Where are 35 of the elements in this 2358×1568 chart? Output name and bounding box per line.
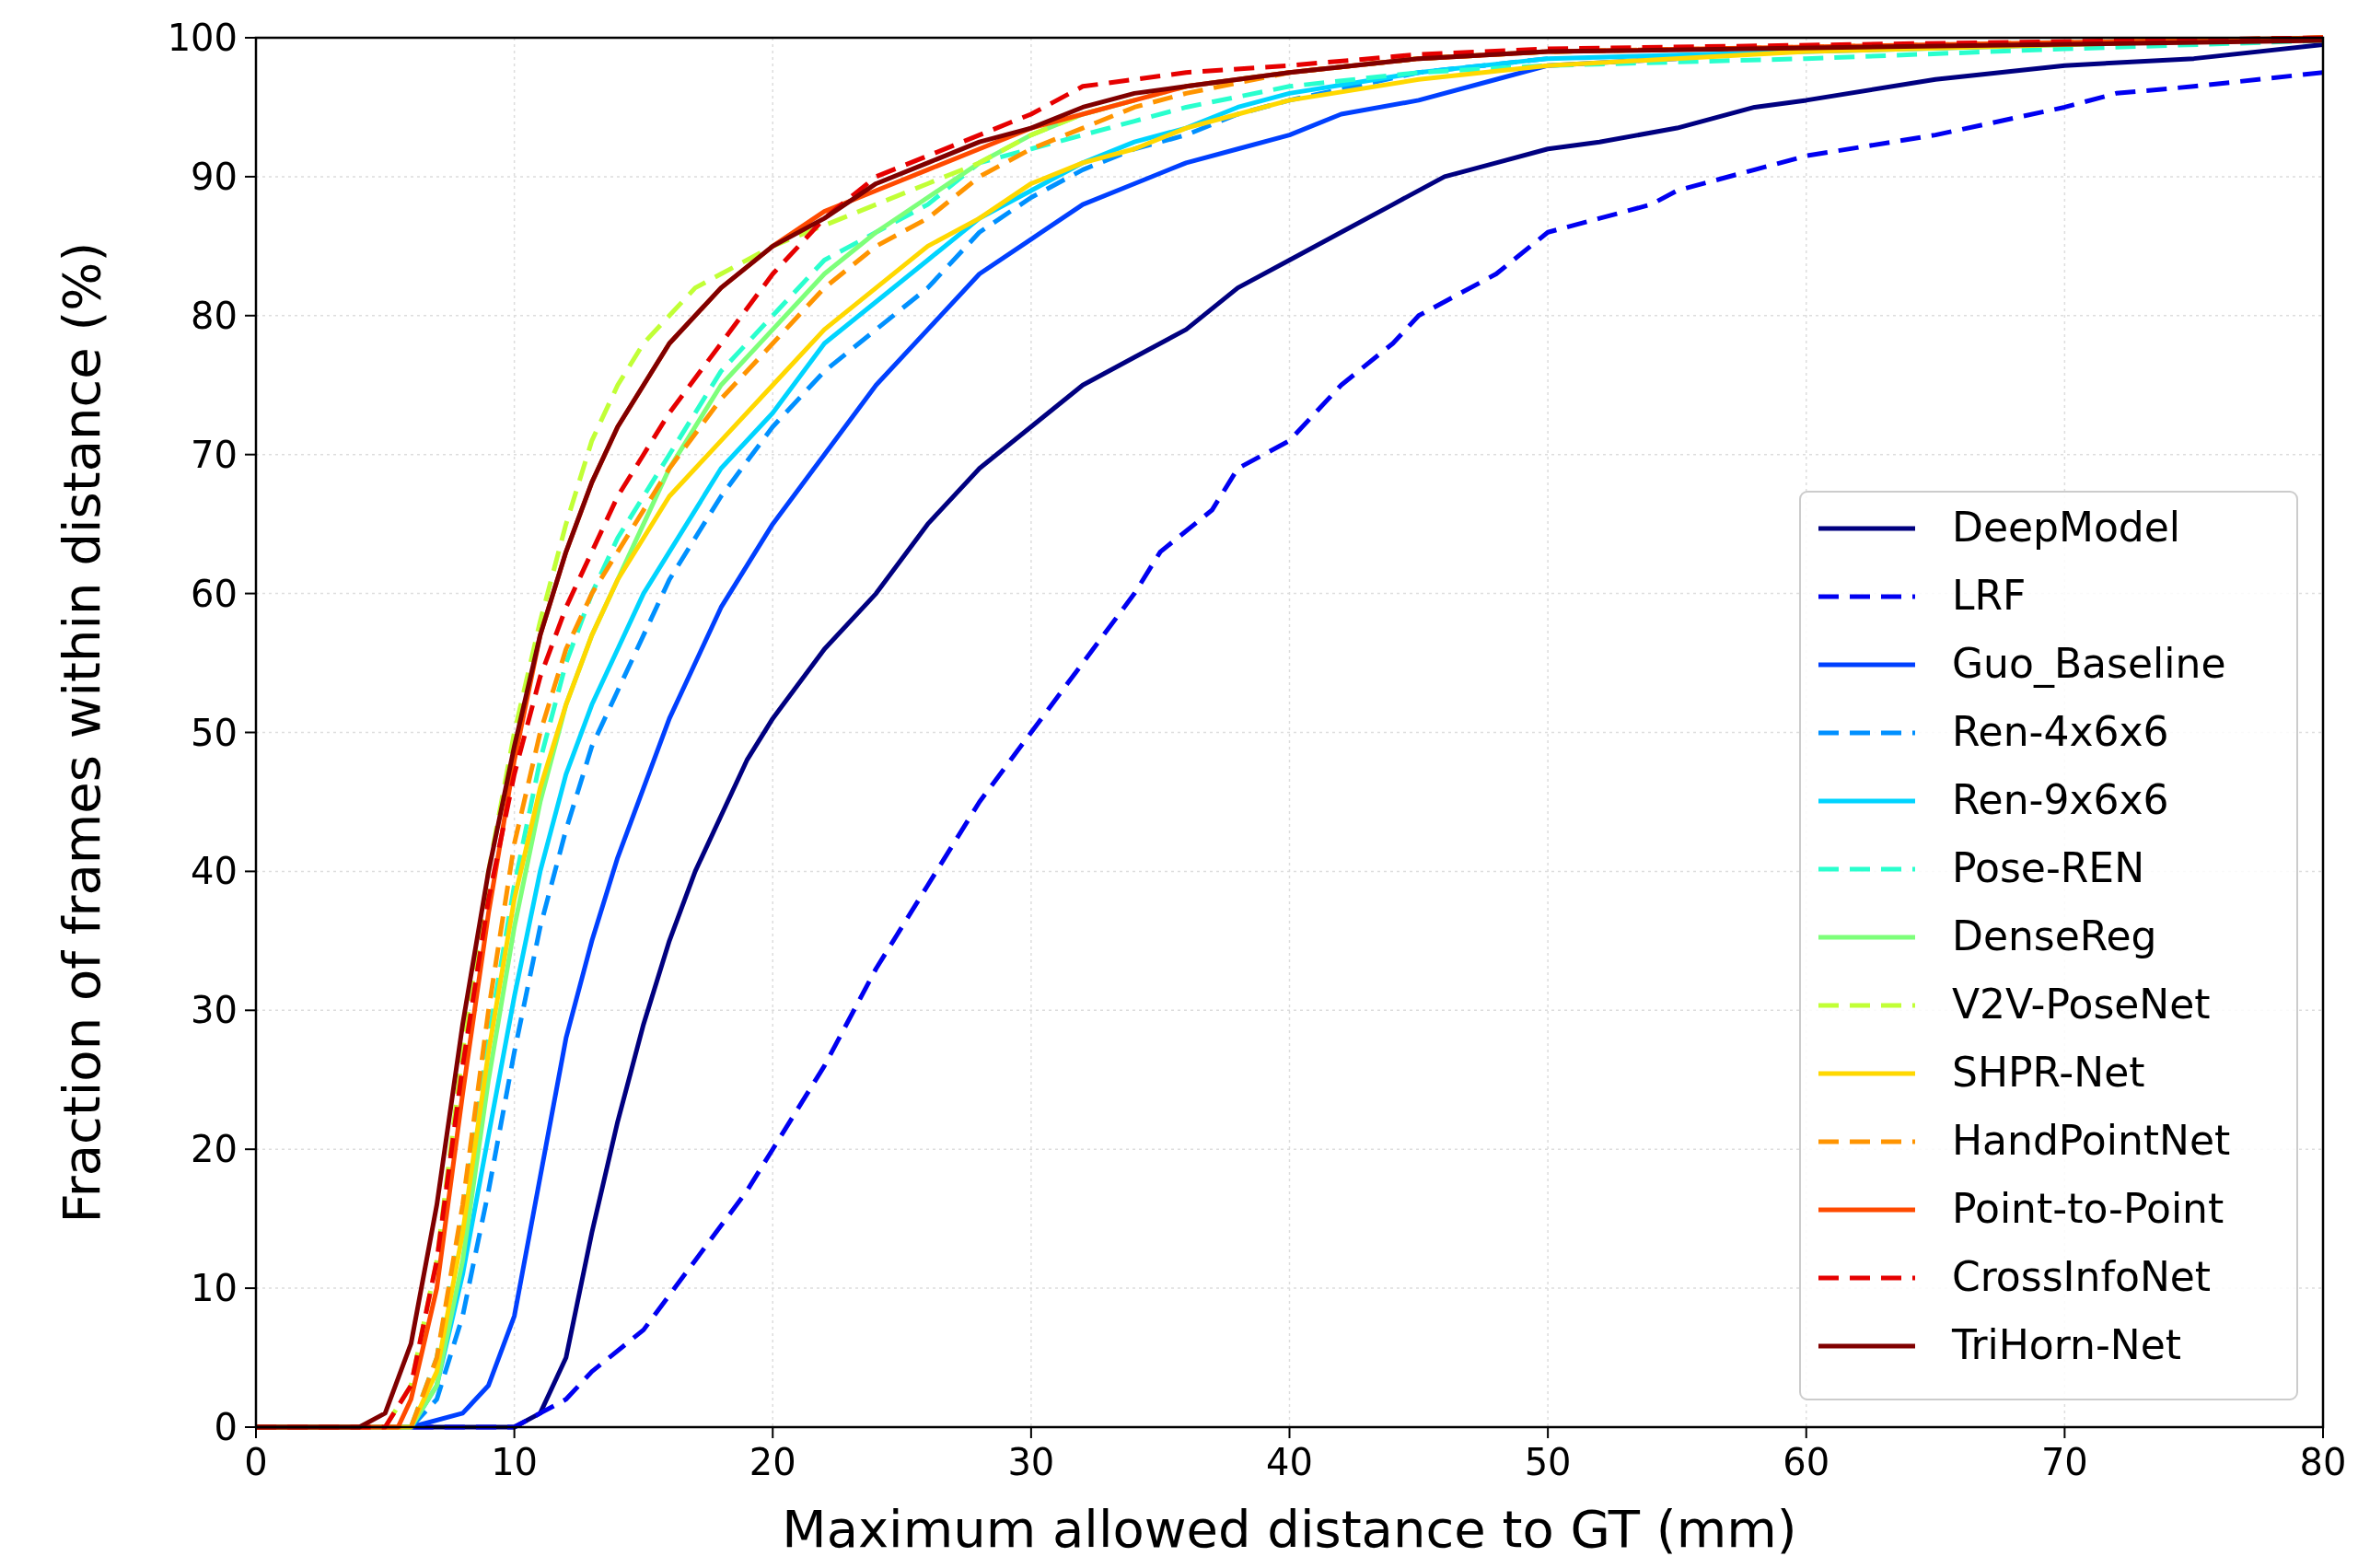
legend-label: Ren-9x6x6	[1952, 776, 2169, 823]
legend-label: Pose-REN	[1952, 844, 2145, 891]
legend-label: Ren-4x6x6	[1952, 708, 2169, 755]
y-axis-title: Fraction of frames within distance (%)	[52, 241, 111, 1224]
x-tick-label: 20	[749, 1441, 796, 1483]
y-tick-label: 70	[191, 433, 238, 476]
y-tick-label: 0	[214, 1406, 238, 1448]
legend-label: SHPR-Net	[1952, 1049, 2145, 1096]
x-tick-label: 60	[1783, 1441, 1830, 1483]
y-tick-label: 20	[191, 1128, 238, 1171]
legend-label: Guo_Baseline	[1952, 640, 2226, 688]
y-tick-label: 10	[191, 1267, 238, 1310]
x-tick-label: 40	[1266, 1441, 1313, 1483]
y-tick-label: 100	[167, 17, 238, 59]
x-tick-label: 30	[1007, 1441, 1055, 1483]
y-tick-label: 40	[191, 850, 238, 893]
x-tick-label: 0	[244, 1441, 268, 1483]
legend-label: HandPointNet	[1952, 1117, 2231, 1164]
y-tick-label: 50	[191, 711, 238, 754]
legend-label: Point-to-Point	[1952, 1185, 2224, 1232]
x-tick-label: 10	[491, 1441, 539, 1483]
x-tick-label: 50	[1524, 1441, 1572, 1483]
legend-label: CrossInfoNet	[1952, 1253, 2212, 1300]
legend-label: DenseReg	[1952, 912, 2157, 959]
y-tick-label: 90	[191, 155, 238, 198]
legend-label: LRF	[1952, 572, 2027, 619]
legend-label: DeepModel	[1952, 504, 2181, 551]
legend-label: TriHorn-Net	[1951, 1321, 2182, 1368]
legend-label: V2V-PoseNet	[1952, 981, 2211, 1028]
y-tick-label: 30	[191, 989, 238, 1032]
x-axis-title: Maximum allowed distance to GT (mm)	[782, 1499, 1797, 1559]
y-tick-label: 80	[191, 294, 238, 337]
x-tick-label: 70	[2040, 1441, 2088, 1483]
x-tick-label: 80	[2299, 1441, 2347, 1483]
y-tick-label: 60	[191, 572, 238, 615]
